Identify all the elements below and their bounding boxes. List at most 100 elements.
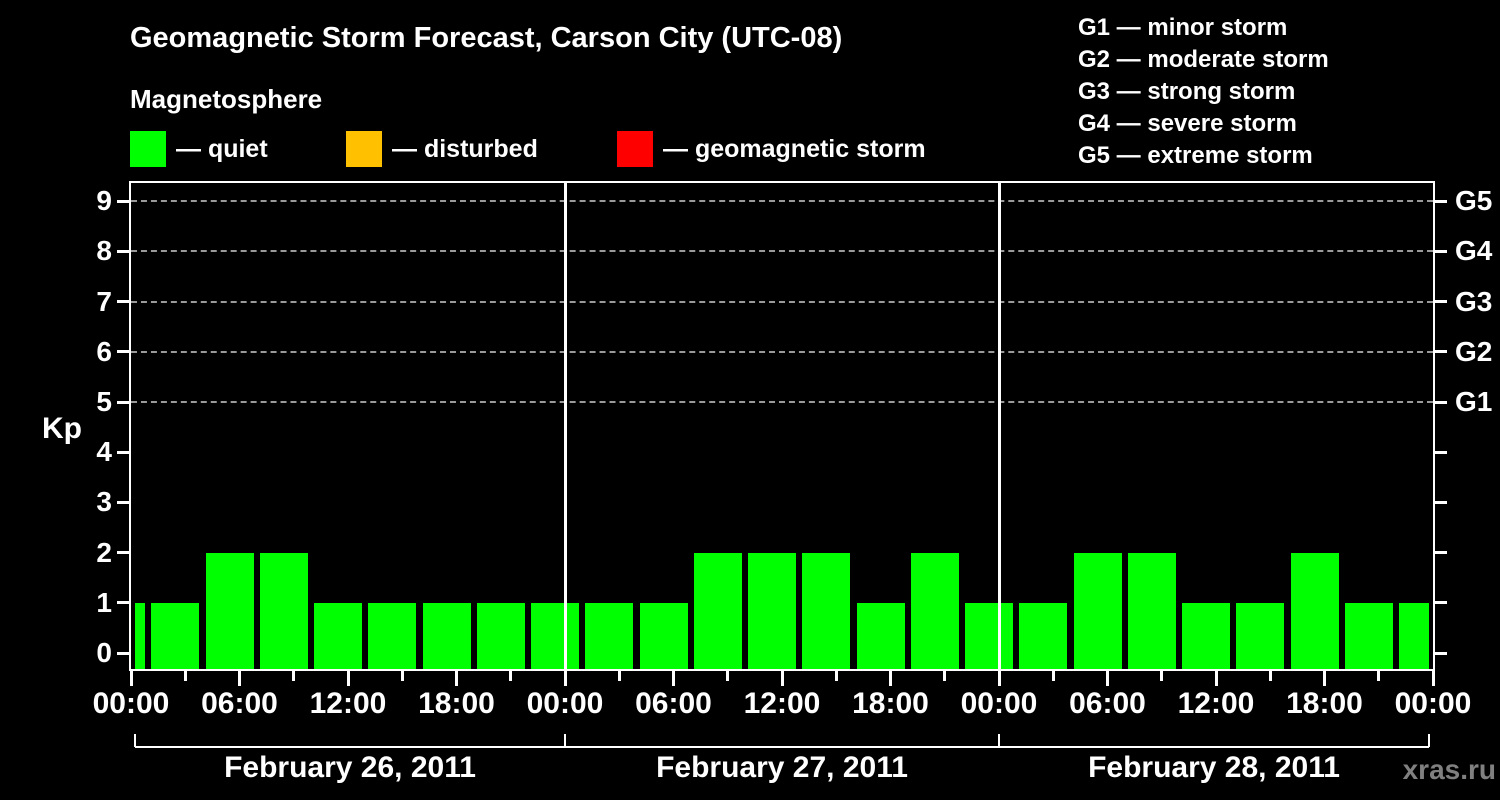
y-axis-label: 0 (96, 637, 112, 668)
kp-bar (531, 602, 579, 669)
date-bracket-tick (134, 734, 136, 747)
x-axis-label: 00:00 (92, 687, 170, 720)
x-axis-label: 12:00 (1177, 687, 1255, 720)
date-bracket-tick (1428, 734, 1430, 747)
y-axis-tick (117, 450, 129, 454)
kp-bar (856, 602, 905, 669)
y-axis-label: 1 (96, 586, 112, 618)
x-axis-label: 18:00 (1286, 687, 1363, 720)
y-axis-tick (117, 551, 129, 555)
x-axis-label: 06:00 (1069, 687, 1146, 720)
y-axis-tick-right (1435, 199, 1447, 203)
kp-bar (748, 552, 796, 669)
g-level-label: G4 (1455, 235, 1493, 267)
kp-bar (1399, 602, 1429, 669)
y-axis-tick-right (1435, 651, 1447, 655)
y-axis-label: 3 (96, 486, 112, 518)
gridline-kp-5 (131, 401, 1433, 403)
g-level-label: G2 (1455, 335, 1493, 367)
x-axis-minor-tick (617, 671, 621, 681)
kp-bar (1344, 602, 1393, 669)
x-axis-major-tick (129, 671, 133, 686)
date-label: February 27, 2011 (656, 751, 908, 784)
gridline-kp-7 (131, 300, 1433, 303)
x-axis-minor-tick (834, 671, 838, 681)
x-axis-major-tick (1323, 671, 1326, 686)
kp-bar (1182, 602, 1230, 669)
x-axis-minor-tick (400, 671, 404, 681)
legend-label: — quiet (176, 135, 268, 163)
y-axis-tick (117, 300, 129, 304)
watermark: xras.ru (1402, 754, 1496, 785)
chart-title: Geomagnetic Storm Forecast, Carson City … (130, 22, 843, 54)
x-axis-label: 18:00 (852, 687, 929, 720)
x-axis-minor-tick (943, 671, 947, 681)
y-axis-tick (117, 249, 129, 253)
x-axis-label: 00:00 (960, 687, 1038, 720)
y-axis-label: 2 (96, 536, 112, 568)
chart-subtitle: Magnetosphere (130, 84, 323, 114)
x-axis-major-tick (889, 671, 892, 686)
kp-bar (368, 602, 417, 669)
x-axis-label: 12:00 (309, 687, 387, 720)
y-axis-tick-right (1435, 300, 1447, 304)
kp-bar (1019, 602, 1068, 669)
x-axis-label: 06:00 (201, 687, 278, 720)
x-axis-major-tick (346, 671, 350, 686)
y-axis-label: 4 (96, 436, 112, 468)
y-axis-tick-right (1435, 249, 1447, 253)
y-axis-label: 9 (96, 185, 112, 217)
date-bracket-line (135, 746, 1429, 748)
x-axis-minor-tick (1268, 671, 1272, 681)
kp-bar (1236, 602, 1285, 669)
legend-swatch-quiet (130, 131, 166, 167)
kp-bar (802, 552, 851, 669)
gridline-kp-9 (131, 200, 1433, 203)
y-axis-tick-right (1435, 450, 1447, 454)
y-axis-tick (117, 500, 129, 504)
g-scale-legend: G1 — minor storm G2 — moderate storm G3 — … (1078, 12, 1329, 172)
x-axis-major-tick (1214, 671, 1218, 686)
date-label: February 28, 2011 (1088, 751, 1340, 784)
x-axis-minor-tick (1051, 671, 1055, 681)
y-axis-tick-right (1435, 500, 1447, 504)
x-axis-label: 18:00 (418, 687, 495, 720)
date-label: February 26, 2011 (224, 751, 476, 784)
g-scale-item: G4 — severe storm (1078, 110, 1297, 137)
x-axis-major-tick (672, 671, 675, 686)
kp-bar (639, 602, 688, 669)
x-axis-minor-tick (183, 671, 187, 681)
x-axis-minor-tick (726, 671, 730, 681)
legend-swatch-geomagnetic-storm (617, 131, 653, 167)
y-axis-tick (117, 350, 129, 354)
day-boundary-line (564, 183, 567, 669)
x-axis-major-tick (1431, 671, 1435, 686)
g-level-label: G1 (1455, 386, 1493, 417)
kp-bar (910, 552, 959, 669)
kp-bar (965, 602, 1013, 669)
x-axis-minor-tick (509, 671, 513, 681)
x-axis-minor-tick (1160, 671, 1164, 681)
y-axis-tick (117, 601, 129, 605)
kp-bar (1073, 552, 1122, 669)
plot-area (131, 183, 1433, 669)
x-axis-minor-tick (1377, 671, 1381, 681)
g-level-label: G5 (1455, 185, 1493, 217)
kp-bar (259, 552, 308, 669)
y-axis-tick-right (1435, 350, 1447, 354)
y-axis-label: 7 (96, 285, 112, 317)
kp-bar (1290, 552, 1339, 669)
plot-frame (129, 181, 1435, 671)
x-axis-minor-tick (292, 671, 296, 681)
g-scale-item: G1 — minor storm (1078, 14, 1288, 41)
y-axis-tick (117, 199, 129, 203)
gridline-kp-6 (131, 350, 1433, 353)
x-axis-label: 12:00 (743, 687, 821, 720)
day-boundary-line (998, 183, 1001, 669)
y-axis-tick (117, 651, 129, 655)
kp-bar (693, 552, 742, 669)
g-scale-item: G2 — moderate storm (1078, 46, 1329, 73)
kp-bar (1127, 552, 1176, 669)
legend-swatch-disturbed (346, 131, 382, 167)
kp-axis-title: Kp (42, 412, 82, 445)
